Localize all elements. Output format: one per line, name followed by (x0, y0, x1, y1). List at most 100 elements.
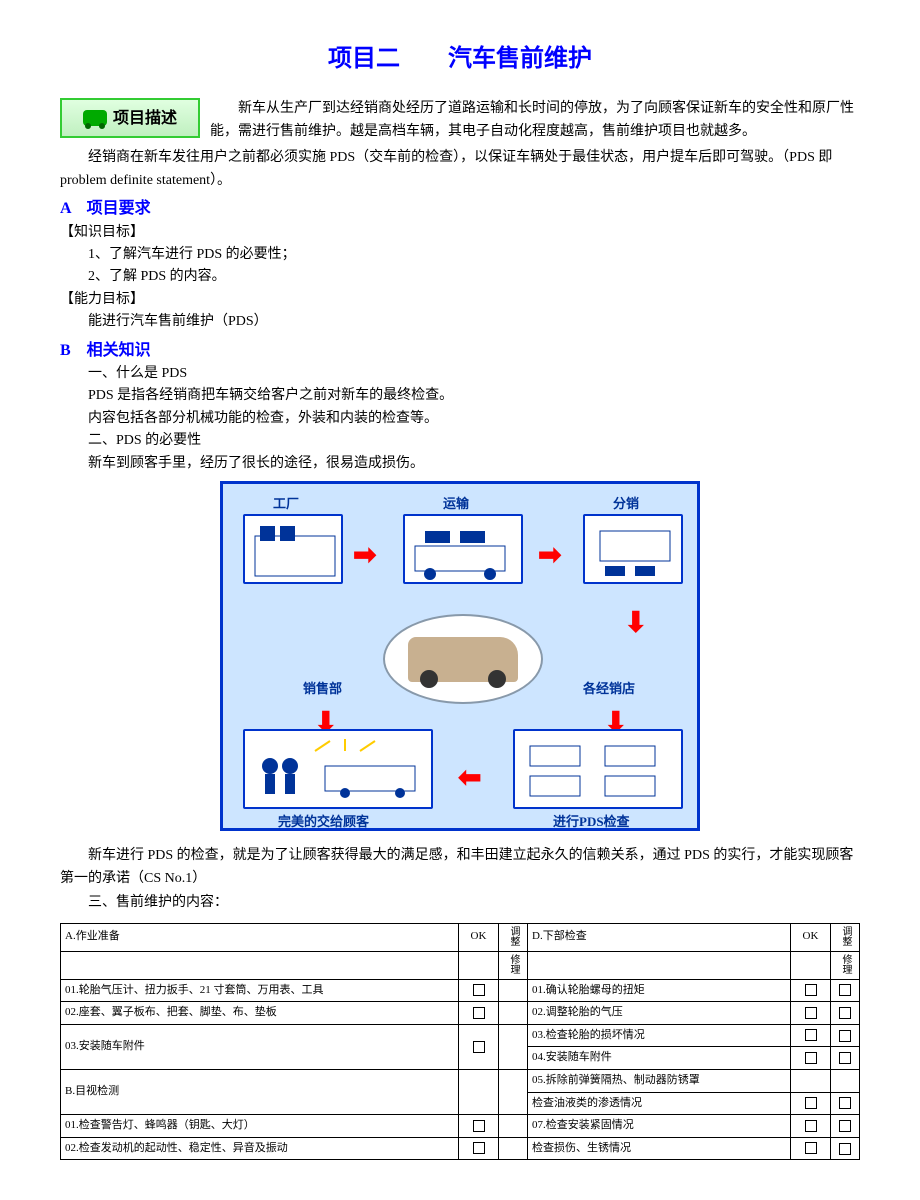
checkbox-icon[interactable] (839, 1120, 851, 1132)
checkbox-icon[interactable] (473, 1120, 485, 1132)
checkbox-cell (791, 1002, 831, 1025)
ability-label: 【能力目标】 (60, 289, 860, 311)
b3: 内容包括各部分机械功能的检查，外装和内装的检查等。 (60, 408, 860, 430)
b5: 新车到顾客手里，经历了很长的途径，很易造成损伤。 (60, 453, 860, 475)
cell-a02: 02.座套、翼子板布、把套、脚垫、布、垫板 (61, 1002, 459, 1025)
arrow-icon: ➡ (458, 754, 481, 799)
checkbox-icon[interactable] (839, 1097, 851, 1109)
checkbox-cell (791, 979, 831, 1002)
after-diagram-2: 三、售前维护的内容： (60, 892, 860, 914)
b2: PDS 是指各经销商把车辆交给客户之前对新车的最终检查。 (60, 385, 860, 407)
checkbox-icon[interactable] (805, 1029, 817, 1041)
diagram-container: 工厂 运输 分销 ➡ ➡ ➡ 销售部 各经销店 ➡ ➡ (60, 481, 860, 839)
checkbox-cell (459, 1002, 499, 1025)
cell-b02: 02.检查发动机的起动性、稳定性、异音及振动 (61, 1137, 459, 1160)
delivery-box (243, 729, 433, 809)
cell-b: B.目视检测 (61, 1069, 459, 1114)
checkbox-icon[interactable] (805, 984, 817, 996)
knowledge-label: 【知识目标】 (60, 222, 860, 244)
cell-d03: 03.检查轮胎的损坏情况 (528, 1024, 791, 1047)
b4: 二、PDS 的必要性 (60, 430, 860, 452)
ability-1: 能进行汽车售前维护（PDS） (60, 311, 860, 333)
checkbox-icon[interactable] (473, 1041, 485, 1053)
pds-table: A.作业准备 OK 调整 D.下部检查 OK 调整 修理 修理 01.轮胎气压计… (60, 923, 860, 1161)
hdr-a: A.作业准备 (61, 923, 459, 951)
factory-label: 工厂 (273, 494, 299, 515)
checkbox-icon[interactable] (805, 1052, 817, 1064)
dealers-label: 各经销店 (583, 679, 635, 700)
checkbox-cell (459, 979, 499, 1002)
hdr-adj-left: 调整 (499, 923, 528, 951)
checkbox-cell (831, 979, 860, 1002)
cell-d02: 02.调整轮胎的气压 (528, 1002, 791, 1025)
page-title: 项目二 汽车售前维护 (60, 40, 860, 78)
checkbox-cell (791, 1024, 831, 1047)
b1: 一、什么是 PDS (60, 363, 860, 385)
cell-a03: 03.安装随车附件 (61, 1024, 459, 1069)
checkbox-cell (831, 1002, 860, 1025)
pds-box (513, 729, 683, 809)
checkbox-cell (459, 1115, 499, 1138)
hdr-ok-right: OK (791, 923, 831, 951)
pds-label: 进行PDS检查 (553, 812, 630, 833)
factory-box (243, 514, 343, 584)
checkbox-cell (459, 1137, 499, 1160)
badge-label: 项目描述 (113, 106, 177, 132)
arrow-icon: ➡ (612, 610, 657, 633)
cell-d01: 01.确认轮胎螺母的扭矩 (528, 979, 791, 1002)
checkbox-icon[interactable] (839, 1052, 851, 1064)
intro-text-1: 新车从生产厂到达经销商处经历了道路运输和长时间的停放，为了向顾客保证新车的安全性… (210, 98, 860, 143)
checkbox-cell (791, 1115, 831, 1138)
hdr-adj-right: 调整 (831, 923, 860, 951)
cell-d07: 07.检查安装紧固情况 (528, 1115, 791, 1138)
transport-label: 运输 (443, 494, 469, 515)
distribute-box (583, 514, 683, 584)
checkbox-cell (791, 1092, 831, 1115)
checkbox-icon[interactable] (805, 1097, 817, 1109)
checkbox-icon[interactable] (805, 1120, 817, 1132)
intro-text-2: 经销商在新车发往用户之前都必须实施 PDS（交车前的检查），以保证车辆处于最佳状… (60, 147, 860, 192)
checkbox-icon[interactable] (473, 1007, 485, 1019)
checkbox-icon[interactable] (805, 1007, 817, 1019)
distribute-label: 分销 (613, 494, 639, 515)
delivery-label: 完美的交给顾客 (278, 812, 369, 833)
hdr-rep-left: 修理 (499, 951, 528, 979)
checkbox-icon[interactable] (473, 1142, 485, 1154)
section-a-head: A 项目要求 (60, 196, 860, 222)
checkbox-cell (459, 1024, 499, 1069)
checkbox-cell (791, 1047, 831, 1070)
cell-d05a: 05.拆除前弹簧隔热、制动器防锈罩 (528, 1069, 791, 1092)
transport-box (403, 514, 523, 584)
knowledge-2: 2、了解 PDS 的内容。 (60, 266, 860, 288)
cell-d08: 检查损伤、生锈情况 (528, 1137, 791, 1160)
after-diagram-1: 新车进行 PDS 的检查，就是为了让顾客获得最大的满足感，和丰田建立起永久的信赖… (60, 845, 860, 890)
cell-a01: 01.轮胎气压计、扭力扳手、21 寸套筒、万用表、工具 (61, 979, 459, 1002)
car-icon (83, 110, 107, 126)
checkbox-cell (831, 1115, 860, 1138)
car-icon (408, 637, 518, 682)
checkbox-cell (791, 1137, 831, 1160)
section-b-head: B 相关知识 (60, 338, 860, 364)
checkbox-icon[interactable] (473, 984, 485, 996)
checkbox-cell (831, 1047, 860, 1070)
knowledge-1: 1、了解汽车进行 PDS 的必要性； (60, 244, 860, 266)
project-badge: 项目描述 (60, 98, 200, 138)
hdr-rep-right: 修理 (831, 951, 860, 979)
arrow-icon: ➡ (538, 534, 561, 579)
checkbox-icon[interactable] (839, 984, 851, 996)
cell-b01: 01.检查警告灯、蜂鸣器（钥匙、大灯） (61, 1115, 459, 1138)
checkbox-icon[interactable] (805, 1142, 817, 1154)
pds-flow-diagram: 工厂 运输 分销 ➡ ➡ ➡ 销售部 各经销店 ➡ ➡ (220, 481, 700, 831)
checkbox-cell (831, 1024, 860, 1047)
checkbox-cell (831, 1092, 860, 1115)
car-oval (383, 614, 543, 704)
arrow-icon: ➡ (353, 534, 376, 579)
hdr-ok-left: OK (459, 923, 499, 951)
cell-d04: 04.安装随车附件 (528, 1047, 791, 1070)
sales-label: 销售部 (303, 679, 342, 700)
checkbox-icon[interactable] (839, 1007, 851, 1019)
checkbox-icon[interactable] (839, 1143, 851, 1155)
checkbox-icon[interactable] (839, 1030, 851, 1042)
cell-d05b: 检查油液类的渗透情况 (528, 1092, 791, 1115)
hdr-d: D.下部检查 (528, 923, 791, 951)
